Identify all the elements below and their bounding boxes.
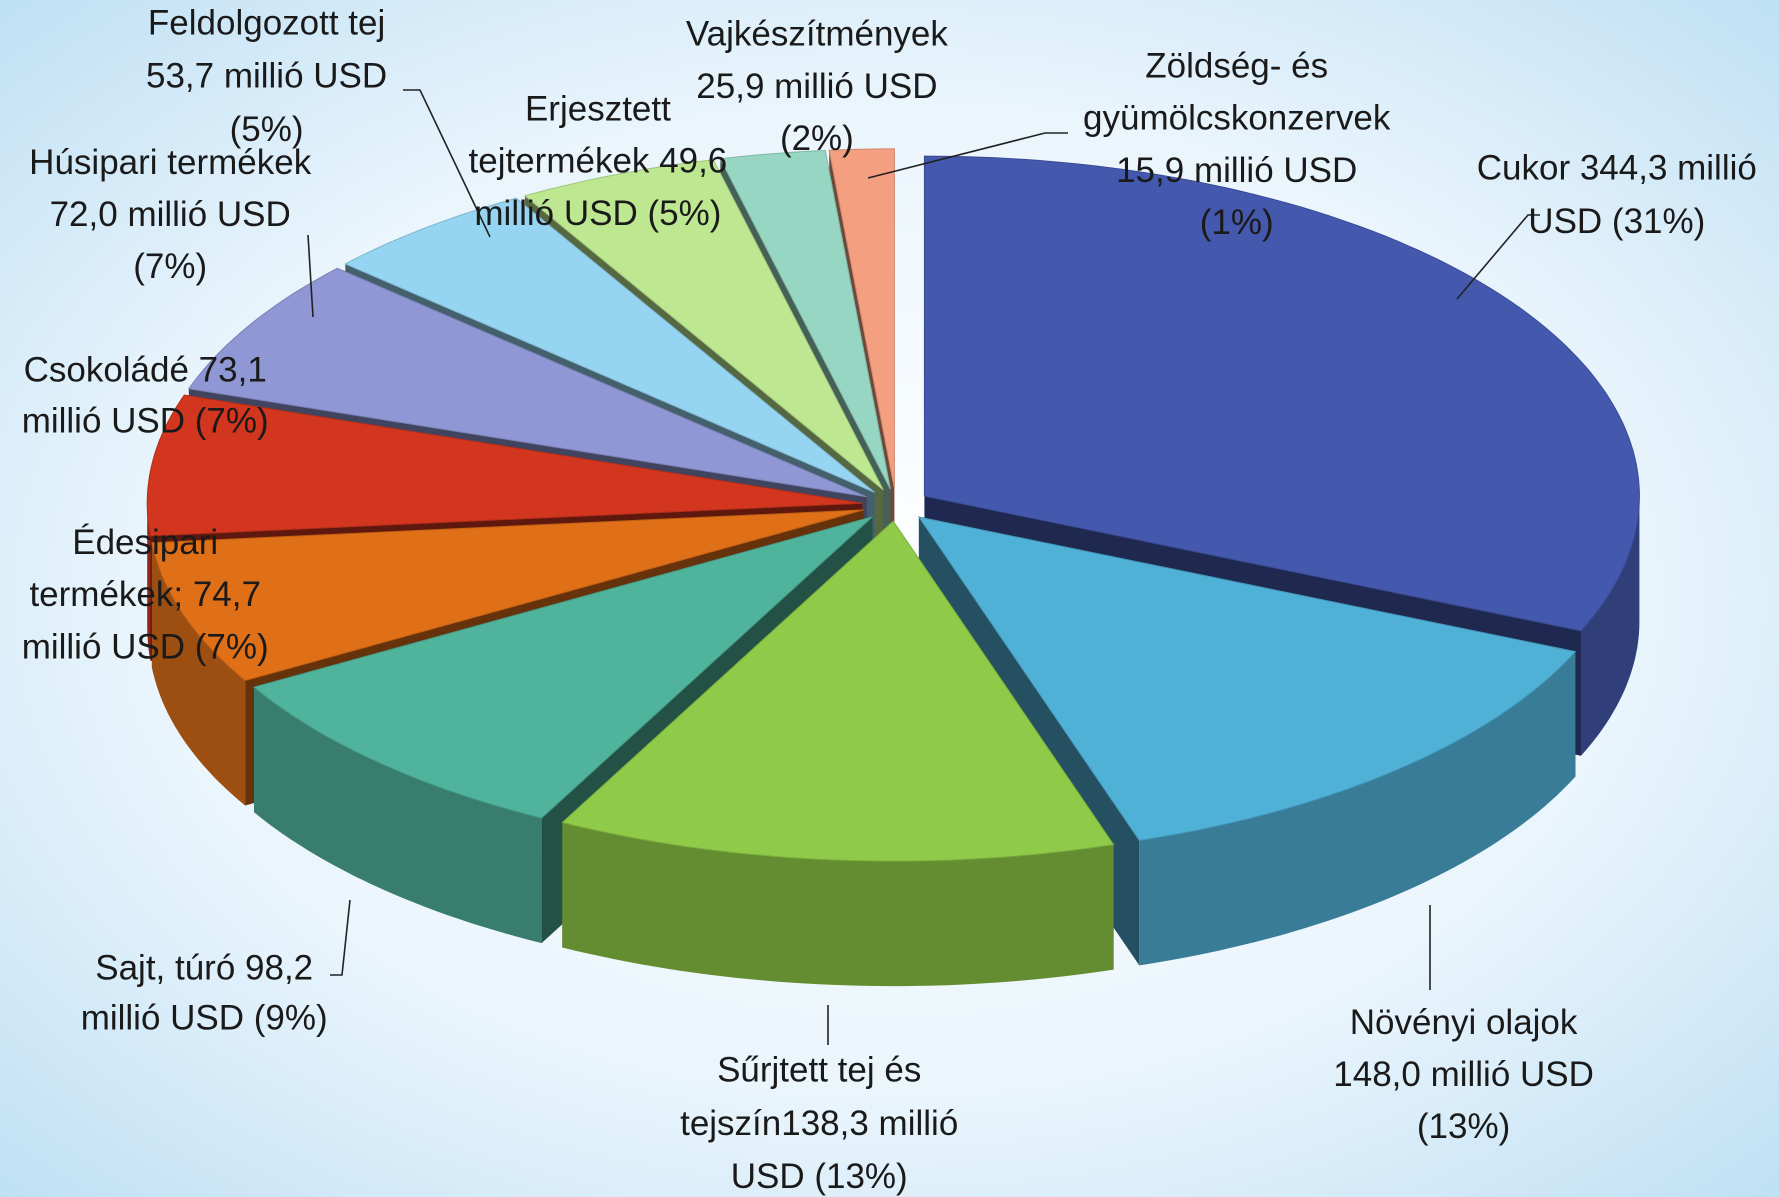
data-label: 53,7 millió USD — [146, 57, 387, 96]
data-label: Zöldség- és — [1145, 46, 1328, 85]
data-label: Csokoládé 73,1 — [24, 350, 267, 389]
data-label: (7%) — [133, 247, 207, 286]
slice — [151, 509, 864, 682]
data-label: termékek; 74,7 — [29, 575, 261, 614]
slice-wall — [1581, 496, 1640, 756]
data-label: Erjesztett — [525, 89, 671, 128]
data-label: millió USD (7%) — [22, 627, 269, 666]
data-label: tejszín138,3 millió — [680, 1104, 958, 1143]
slice — [523, 159, 884, 491]
data-label: millió USD (5%) — [474, 194, 721, 233]
data-label: (2%) — [780, 119, 854, 158]
data-label: Sajt, túró 98,2 — [95, 948, 313, 987]
slice — [344, 197, 875, 493]
data-label: Édesipari — [72, 523, 218, 562]
leader-line — [307, 234, 314, 318]
data-label: 72,0 millió USD — [50, 195, 291, 234]
slice-wall — [151, 542, 246, 806]
slice — [923, 155, 1640, 632]
slice — [561, 520, 1115, 862]
data-label: Növényi olajok — [1350, 1003, 1578, 1042]
slice-wall — [562, 822, 1114, 987]
leader-line — [867, 132, 1068, 179]
leader-line — [1456, 214, 1540, 300]
slice-wall — [1139, 651, 1576, 966]
data-label: Vajkészítmények — [686, 15, 948, 54]
pie — [146, 148, 1640, 987]
data-label: millió USD (7%) — [22, 401, 269, 440]
slice — [146, 394, 863, 537]
labels: Cukor 344,3 millió USD (31%) Növényi olajo… — [22, 3, 1757, 1196]
data-label: USD (13%) — [731, 1157, 908, 1196]
data-label: 25,9 millió USD — [696, 67, 937, 106]
data-label: USD (31%) — [1528, 202, 1705, 241]
data-label: (5%) — [230, 110, 304, 149]
data-label: 15,9 millió USD — [1116, 151, 1357, 190]
slice — [719, 149, 891, 490]
data-label: (13%) — [1417, 1107, 1510, 1146]
data-label: (1%) — [1200, 203, 1274, 242]
data-label: Húsipari termékek — [29, 143, 312, 182]
data-label: Feldolgozott tej — [148, 3, 385, 42]
leader-line — [330, 899, 351, 976]
slice — [917, 516, 1577, 841]
slice — [252, 516, 873, 819]
data-label: 148,0 millió USD — [1333, 1055, 1594, 1094]
leader-line — [403, 89, 491, 238]
slice — [828, 148, 895, 489]
data-label: gyümölcskonzervek — [1083, 99, 1391, 138]
leader-lines — [307, 89, 1540, 1045]
data-label: millió USD (9%) — [81, 998, 328, 1037]
slice-wall — [147, 503, 151, 661]
data-label: Sűrjtett tej és — [717, 1050, 921, 1089]
slice-wall — [254, 687, 542, 944]
data-label: tejtermékek 49,6 — [469, 142, 728, 181]
data-label: Cukor 344,3 millió — [1477, 148, 1757, 187]
